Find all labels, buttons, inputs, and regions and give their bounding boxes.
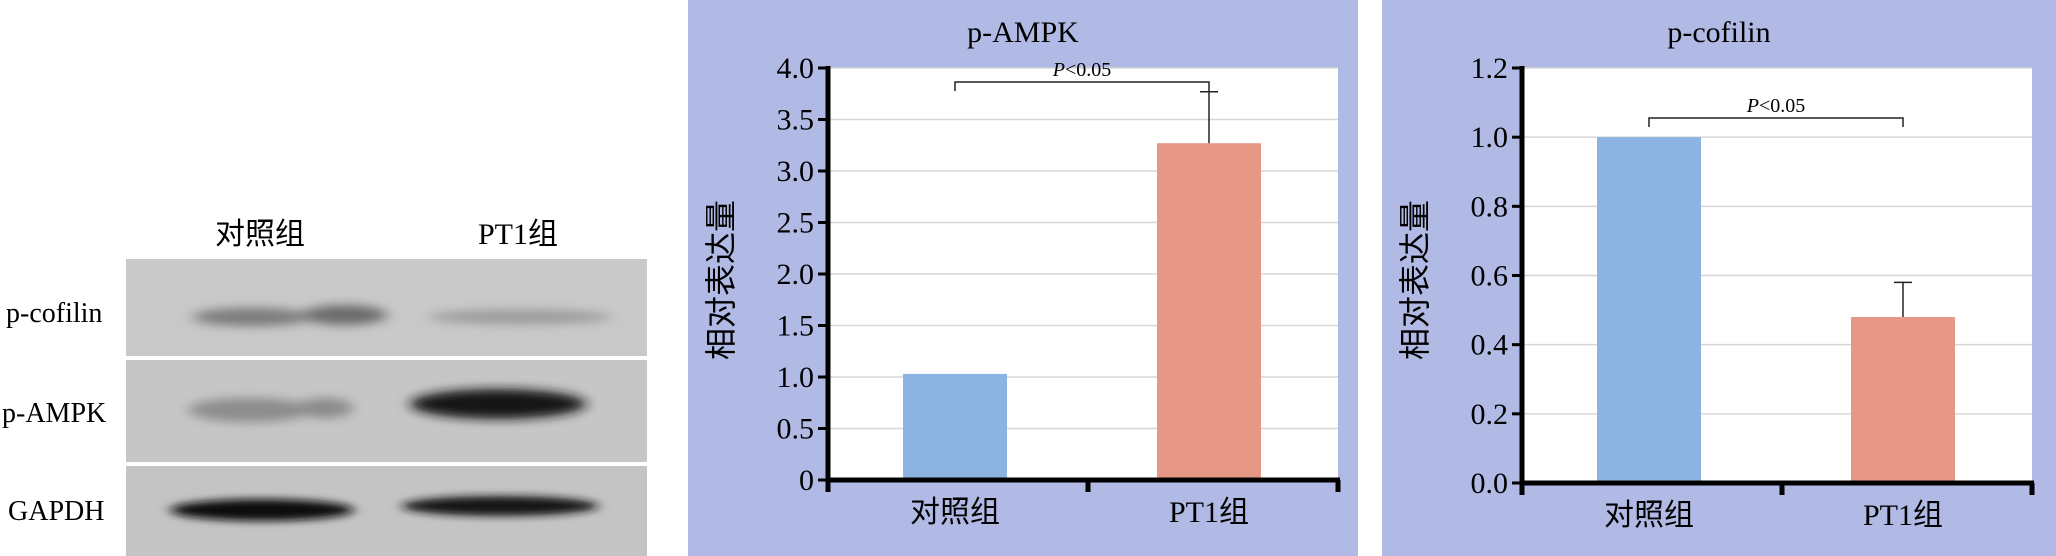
x-tick-label: 对照组 bbox=[910, 496, 1000, 529]
bar-2 bbox=[1851, 317, 1955, 483]
y-tick-label: 0.5 bbox=[777, 413, 815, 446]
y-tick-label: 1.2 bbox=[1471, 52, 1509, 85]
chart-p-cofilin: p-cofilin 相对表达量 0.0 0.2 0.4 0.6 0.8 1.0 1.2 对照组… bbox=[1397, 16, 2035, 532]
y-tick-label: 1.0 bbox=[1471, 121, 1509, 154]
x-tick-label: 对照组 bbox=[1604, 499, 1694, 532]
band-p-cofilin-3 bbox=[428, 310, 612, 324]
western-blot: 对照组 PT1组 p-cofilin p-AMPK GAPDH bbox=[0, 0, 660, 556]
y-tick-label: 0.2 bbox=[1471, 398, 1509, 431]
chart-panel-p-ampk: p-AMPK 相对表达量 0 0.5 1.0 1.5 2.0 2.5 3.0 3.5 4.0 对照… bbox=[688, 0, 1358, 556]
blot-column-label-pt1: PT1组 bbox=[478, 218, 558, 251]
blot-column-label-control: 对照组 bbox=[215, 218, 305, 251]
band-p-ampk-2 bbox=[297, 398, 353, 418]
bands-p-ampk bbox=[188, 389, 586, 422]
band-gapdh-2 bbox=[402, 496, 598, 516]
band-p-cofilin-1 bbox=[192, 308, 312, 326]
y-tick-label: 2.5 bbox=[777, 207, 815, 240]
y-tick-label: 0.8 bbox=[1471, 190, 1509, 223]
y-axis-label: 相对表达量 bbox=[703, 200, 739, 360]
blot-row-label-p-ampk: p-AMPK bbox=[2, 398, 106, 429]
x-tick-label: PT1组 bbox=[1169, 496, 1249, 529]
bands-gapdh bbox=[170, 496, 598, 521]
chart-title: p-AMPK bbox=[967, 16, 1079, 49]
blot-strip-p-cofilin bbox=[126, 259, 647, 356]
significance-label: P<0.05 bbox=[1746, 95, 1806, 117]
y-tick-label: 3.5 bbox=[777, 104, 815, 137]
bar-2 bbox=[1157, 143, 1261, 480]
y-tick-label: 2.0 bbox=[777, 258, 815, 291]
band-p-cofilin-2 bbox=[303, 305, 387, 325]
y-tick-label: 4.0 bbox=[777, 52, 815, 85]
blot-row-label-p-cofilin: p-cofilin bbox=[6, 298, 102, 329]
y-tick-label: 0.6 bbox=[1471, 260, 1509, 293]
band-gapdh-1 bbox=[170, 499, 354, 521]
y-tick-label: 0.0 bbox=[1471, 467, 1509, 500]
blot-row-label-gapdh: GAPDH bbox=[8, 496, 104, 527]
y-tick-label: 1.5 bbox=[777, 310, 815, 343]
y-tick-label: 1.0 bbox=[777, 361, 815, 394]
chart-panel-p-cofilin: p-cofilin 相对表达量 0.0 0.2 0.4 0.6 0.8 1.0 1.2 对照组… bbox=[1382, 0, 2056, 556]
significance-bracket bbox=[1648, 117, 1904, 127]
x-tick-label: PT1组 bbox=[1863, 499, 1943, 532]
y-tick-label: 0.4 bbox=[1471, 329, 1509, 362]
bar-1 bbox=[903, 373, 1007, 480]
band-p-ampk-1 bbox=[188, 398, 312, 422]
chart-title: p-cofilin bbox=[1667, 16, 1770, 49]
western-blot-image: 对照组 PT1组 p-cofilin p-AMPK GAPDH bbox=[2, 218, 647, 556]
y-tick-label: 3.0 bbox=[777, 155, 815, 188]
significance-label: P<0.05 bbox=[1052, 59, 1112, 81]
bands-p-cofilin bbox=[192, 305, 612, 326]
chart-p-ampk: p-AMPK 相对表达量 0 0.5 1.0 1.5 2.0 2.5 3.0 3.5 4.0 对照… bbox=[703, 16, 1341, 529]
y-axis-label: 相对表达量 bbox=[1397, 200, 1433, 360]
significance-bracket bbox=[954, 81, 1210, 91]
band-p-ampk-3 bbox=[410, 389, 586, 419]
bar-1 bbox=[1597, 137, 1701, 483]
y-tick-label: 0 bbox=[799, 464, 814, 497]
